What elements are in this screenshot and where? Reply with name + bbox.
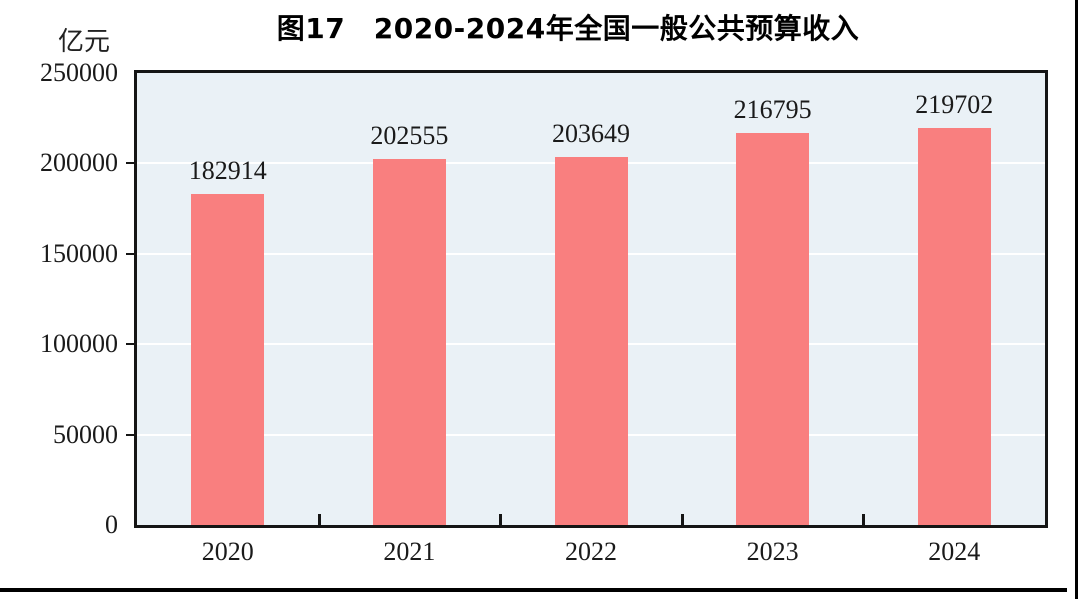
bar-2024 [917,128,991,525]
y-axis-tick-label: 150000 [40,238,118,268]
y-axis-tick [126,433,134,436]
y-axis-tick-label: 0 [105,510,118,539]
bar-2022 [554,157,628,525]
bar-value-label: 203649 [552,119,630,148]
page-bottom-border-line [0,588,1067,592]
bar-2023 [736,133,810,525]
y-axis-tick [126,252,134,255]
y-axis-tick-label: 200000 [40,148,118,178]
x-axis-category-label: 2022 [565,537,617,566]
y-axis-tick-label: 100000 [40,329,118,359]
x-axis-tick [680,514,684,525]
x-axis-category-label: 2021 [383,537,436,566]
bar-2021 [372,159,446,525]
bar-2020 [191,194,265,525]
x-axis-tick [862,514,866,525]
y-axis-tick [126,343,134,346]
x-axis-category-label: 2023 [746,537,799,566]
x-axis-category-label: 2020 [201,537,254,566]
x-axis-category-label: 2024 [928,537,981,566]
y-axis-tick-label: 50000 [53,419,118,449]
bar-value-label: 182914 [188,156,267,185]
chart-title: 图17 2020-2024年全国一般公共预算收入 [276,12,860,45]
bar-value-label: 216795 [733,95,812,124]
y-axis-tick [126,162,134,165]
bar-value-label: 219702 [915,90,994,119]
y-axis-unit-label: 亿元 [58,27,111,56]
bar-value-label: 202555 [370,121,449,150]
x-axis-tick [499,514,503,525]
y-axis-tick-label: 250000 [40,58,118,87]
x-axis-tick [317,514,321,525]
page-right-border-line [1075,0,1078,599]
